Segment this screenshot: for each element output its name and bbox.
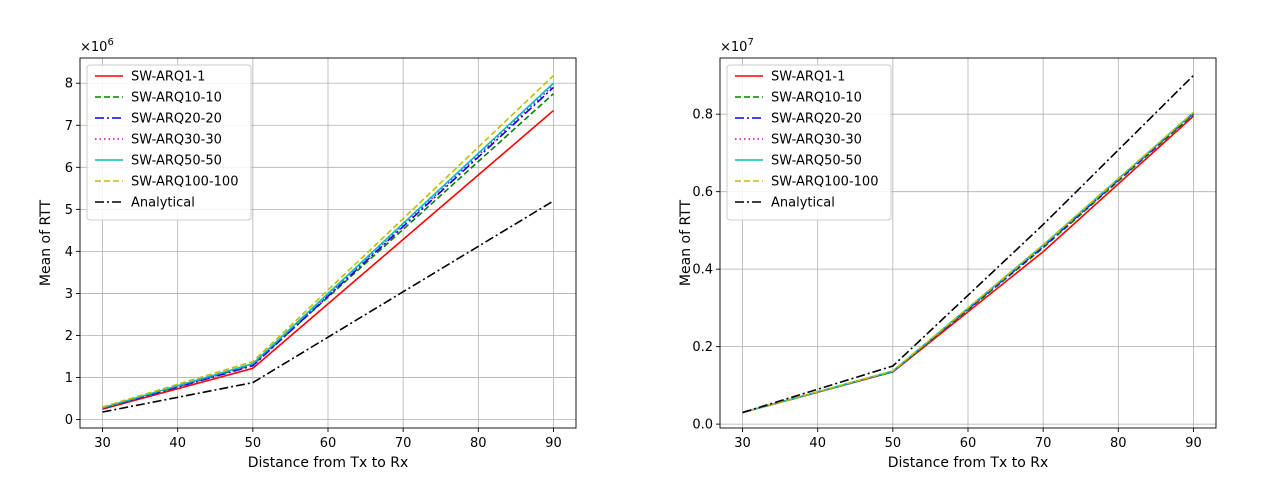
x-axis-label: Distance from Tx to Rx <box>888 455 1049 471</box>
y-tick-label: 8 <box>65 77 73 92</box>
x-tick-label: 30 <box>94 436 111 451</box>
y-tick-label: 0.6 <box>692 185 713 200</box>
y-axis-multiplier-base: ×10 <box>80 40 107 55</box>
y-axis-label: Mean of RTT <box>678 200 694 287</box>
legend-entry: SW-ARQ50-50 <box>771 154 862 169</box>
x-tick-label: 60 <box>960 436 977 451</box>
y-tick-label: 6 <box>65 161 73 176</box>
x-tick-label: 70 <box>395 436 412 451</box>
legend-box <box>86 64 252 221</box>
x-tick-label: 80 <box>470 436 487 451</box>
legend-entry: SW-ARQ30-30 <box>131 133 222 148</box>
x-tick-label: 40 <box>169 436 186 451</box>
legend-entry: SW-ARQ100-100 <box>771 175 878 190</box>
y-axis-multiplier: ×107 <box>720 37 754 55</box>
y-axis-multiplier: ×106 <box>80 37 114 55</box>
y-tick-label: 0.0 <box>692 418 713 433</box>
y-axis-multiplier-exponent: 7 <box>747 37 753 48</box>
series-line-sw-arq1-1 <box>102 109 554 410</box>
y-tick-label: 5 <box>65 203 73 218</box>
y-tick-label: 0.4 <box>692 263 713 278</box>
y-tick-label: 4 <box>65 245 73 260</box>
legend-entry: Analytical <box>131 196 195 211</box>
legend-entry: SW-ARQ10-10 <box>771 91 862 106</box>
y-tick-label: 3 <box>65 287 73 302</box>
y-axis-multiplier-base: ×10 <box>720 40 747 55</box>
x-axis-label: Distance from Tx to Rx <box>248 455 409 471</box>
y-tick-label: 0 <box>65 413 73 428</box>
legend-entry: SW-ARQ20-20 <box>771 112 862 127</box>
x-tick-label: 50 <box>885 436 902 451</box>
x-tick-label: 90 <box>545 436 562 451</box>
x-tick-label: 60 <box>320 436 337 451</box>
legend-entry: SW-ARQ50-50 <box>131 154 222 169</box>
y-tick-label: 7 <box>65 119 73 134</box>
legend-entry: SW-ARQ1-1 <box>771 70 845 85</box>
chart-right: 30 40 50 60 70 80 90 0.0 0.2 0.4 0.6 0.8 ×107 Distanc… <box>678 37 1217 471</box>
series-line-sw-arq20-20 <box>102 86 554 410</box>
series-line-sw-arq100-100 <box>742 111 1194 414</box>
legend-entry: SW-ARQ1-1 <box>131 70 205 85</box>
x-tick-label: 50 <box>245 436 262 451</box>
legend-entry: SW-ARQ20-20 <box>131 112 222 127</box>
series-line-analytical <box>742 74 1195 414</box>
y-tick-label: 1 <box>65 371 73 386</box>
legend-entry: SW-ARQ30-30 <box>771 133 862 148</box>
y-tick-label: 0.2 <box>692 340 713 355</box>
x-tick-label: 90 <box>1185 436 1202 451</box>
x-tick-label: 40 <box>809 436 826 451</box>
x-tick-label: 80 <box>1110 436 1127 451</box>
y-tick-label: 0.8 <box>692 108 713 123</box>
x-tick-label: 70 <box>1035 436 1052 451</box>
y-tick-label: 2 <box>65 329 73 344</box>
y-axis-multiplier-exponent: 6 <box>107 37 113 48</box>
x-tick-label: 30 <box>734 436 751 451</box>
series-line-sw-arq100-100 <box>102 75 555 408</box>
series-line-analytical <box>102 200 554 413</box>
legend-entry: Analytical <box>771 196 835 211</box>
legend-box <box>726 64 892 221</box>
y-axis-label: Mean of RTT <box>38 200 54 287</box>
series-line-sw-arq50-50 <box>102 82 554 409</box>
legend-entry: SW-ARQ10-10 <box>131 91 222 106</box>
legend-entry: SW-ARQ100-100 <box>131 175 238 190</box>
